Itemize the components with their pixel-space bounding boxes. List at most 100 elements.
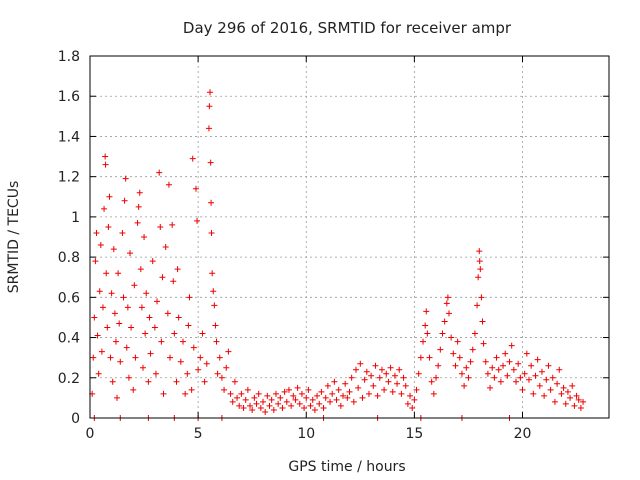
data-point (268, 396, 275, 403)
data-point (372, 362, 379, 369)
data-point (543, 376, 550, 383)
data-point (376, 374, 383, 381)
data-point (95, 370, 102, 377)
data-point (203, 360, 210, 367)
data-point (389, 388, 396, 395)
data-point (564, 388, 571, 395)
data-point (387, 364, 394, 371)
y-tick-label: 0.6 (58, 290, 80, 306)
data-point (461, 382, 468, 389)
data-point (99, 304, 106, 311)
data-point (471, 330, 478, 337)
data-point (244, 386, 251, 393)
data-point (383, 370, 390, 377)
data-point (409, 404, 416, 411)
data-point (474, 302, 481, 309)
data-point (515, 360, 522, 367)
data-point (173, 378, 180, 385)
data-point (102, 161, 109, 168)
data-point (123, 344, 130, 351)
data-point (521, 370, 528, 377)
data-point (122, 175, 129, 182)
data-point (174, 266, 181, 273)
data-point (510, 366, 517, 373)
data-point (368, 372, 375, 379)
data-point (189, 155, 196, 162)
data-point (169, 221, 176, 228)
data-point (294, 384, 301, 391)
data-point (266, 402, 273, 409)
data-point (260, 398, 266, 405)
data-point (182, 390, 189, 397)
data-point (131, 282, 138, 289)
data-point (513, 378, 520, 385)
data-point (285, 386, 292, 393)
data-point (569, 382, 576, 389)
data-point (508, 342, 515, 349)
data-point (298, 390, 305, 397)
data-point (98, 348, 105, 355)
data-point (560, 384, 567, 391)
data-point (114, 394, 121, 401)
data-point (105, 223, 112, 230)
data-point (229, 398, 236, 405)
data-point (359, 394, 366, 401)
data-point (170, 278, 177, 285)
data-point (523, 350, 530, 357)
data-point (143, 290, 150, 297)
data-point (554, 380, 561, 387)
data-point (93, 229, 100, 236)
data-point (517, 374, 524, 381)
data-point (435, 362, 442, 369)
data-point (327, 398, 334, 405)
data-point (424, 330, 431, 337)
data-point (138, 304, 145, 311)
data-point (137, 266, 144, 273)
data-point (301, 404, 308, 411)
data-point (157, 223, 164, 230)
data-point (381, 386, 388, 393)
data-point (445, 310, 452, 317)
data-point (479, 318, 486, 325)
data-point (214, 370, 221, 377)
data-point (426, 354, 433, 361)
x-tick-label: 0 (86, 426, 95, 442)
data-point (213, 338, 220, 345)
data-point (305, 386, 312, 393)
data-point (207, 89, 214, 96)
data-point (525, 376, 532, 383)
data-point (342, 380, 349, 387)
data-point (320, 404, 327, 411)
data-point (396, 366, 403, 373)
data-point (437, 346, 444, 353)
data-point (102, 153, 109, 160)
data-point (117, 358, 124, 365)
data-point (197, 354, 204, 361)
data-point (139, 364, 146, 371)
y-axis-label: SRMTID / TECUs (6, 181, 22, 294)
data-point (190, 344, 197, 351)
data-point (106, 193, 113, 200)
data-point (186, 294, 193, 301)
chart-title: Day 296 of 2016, SRMTID for receiver amp… (183, 19, 512, 37)
data-point (420, 338, 427, 345)
data-point (134, 219, 141, 226)
data-point (534, 356, 541, 363)
data-point (158, 338, 165, 345)
data-point (400, 374, 407, 381)
data-point (363, 368, 370, 375)
data-point (404, 400, 411, 407)
data-point (96, 288, 103, 295)
data-point (179, 338, 186, 345)
data-point (504, 372, 511, 379)
data-point (573, 392, 580, 399)
data-point (167, 354, 174, 361)
data-point (192, 185, 199, 192)
data-point (162, 244, 169, 251)
data-point (221, 386, 228, 393)
data-point (346, 388, 353, 395)
data-points (89, 89, 587, 421)
data-point (111, 310, 118, 317)
data-point (477, 266, 484, 273)
